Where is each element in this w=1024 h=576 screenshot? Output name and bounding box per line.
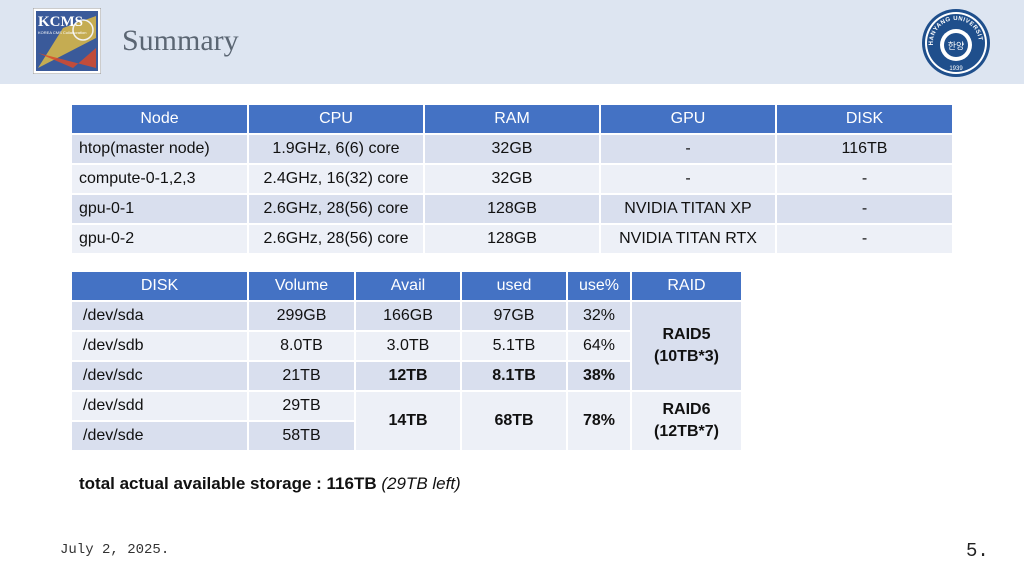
disk-cell: - xyxy=(775,223,954,255)
hanyang-university-seal: HANYANG UNIVERSITY 한양 1939 xyxy=(919,4,991,78)
table-header-row: Node CPU RAM GPU DISK xyxy=(70,103,954,135)
avail-cell: 12TB xyxy=(354,360,462,392)
header-volume: Volume xyxy=(247,270,356,302)
total-storage-label: total actual available storage : 116TB xyxy=(79,474,377,493)
use-percent-cell: 64% xyxy=(566,330,632,362)
use-percent-cell: 38% xyxy=(566,360,632,392)
table-row: /dev/sdc 21TB 12TB 8.1TB 38% xyxy=(70,360,742,392)
total-storage-remaining: (29TB left) xyxy=(381,474,461,493)
header-ram: RAM xyxy=(423,103,601,135)
table-row: compute-0-1,2,3 2.4GHz, 16(32) core 32GB… xyxy=(70,163,954,195)
cpu-cell: 1.9GHz, 6(6) core xyxy=(247,133,425,165)
node-cell: compute-0-1,2,3 xyxy=(70,163,249,195)
ram-cell: 128GB xyxy=(423,223,601,255)
disk-cell: /dev/sde xyxy=(70,420,249,452)
ram-cell: 32GB xyxy=(423,163,601,195)
gpu-cell: NVIDIA TITAN RTX xyxy=(599,223,777,255)
used-cell: 8.1TB xyxy=(460,360,568,392)
table-row: gpu-0-2 2.6GHz, 28(56) core 128GB NVIDIA… xyxy=(70,223,954,255)
ram-cell: 32GB xyxy=(423,133,601,165)
header-use-percent: use% xyxy=(566,270,632,302)
kcms-logo: KCMS KOREA CMS Collaboration xyxy=(32,7,102,75)
disk-cell: /dev/sda xyxy=(70,300,249,332)
header-disk: DISK xyxy=(775,103,954,135)
page-number: 5. xyxy=(966,540,989,562)
node-cell: gpu-0-2 xyxy=(70,223,249,255)
volume-cell: 8.0TB xyxy=(247,330,356,362)
header-avail: Avail xyxy=(354,270,462,302)
use-percent-group-cell: 78% xyxy=(566,390,632,452)
node-cell: gpu-0-1 xyxy=(70,193,249,225)
raid5-cell: RAID5 (10TB*3) xyxy=(630,300,743,392)
raid6-label: RAID6 xyxy=(662,401,711,418)
header-used: used xyxy=(460,270,568,302)
used-cell: 5.1TB xyxy=(460,330,568,362)
raid5-config: (10TB*3) xyxy=(654,348,719,365)
disk-cell: /dev/sdc xyxy=(70,360,249,392)
raid6-cell: RAID6 (12TB*7) xyxy=(630,390,743,452)
header-node: Node xyxy=(70,103,249,135)
node-cell: htop(master node) xyxy=(70,133,249,165)
raid5-label: RAID5 xyxy=(662,326,711,343)
avail-cell: 3.0TB xyxy=(354,330,462,362)
avail-cell: 166GB xyxy=(354,300,462,332)
cpu-cell: 2.6GHz, 28(56) core xyxy=(247,193,425,225)
gpu-cell: - xyxy=(599,133,777,165)
gpu-cell: - xyxy=(599,163,777,195)
table-row: /dev/sdb 8.0TB 3.0TB 5.1TB 64% xyxy=(70,330,742,362)
disk-cell: 116TB xyxy=(775,133,954,165)
svg-text:1939: 1939 xyxy=(949,66,963,72)
disk-cell: /dev/sdb xyxy=(70,330,249,362)
ram-cell: 128GB xyxy=(423,193,601,225)
header-raid: RAID xyxy=(630,270,743,302)
cpu-cell: 2.4GHz, 16(32) core xyxy=(247,163,425,195)
slide-title: Summary xyxy=(122,24,239,57)
gpu-cell: NVIDIA TITAN XP xyxy=(599,193,777,225)
cpu-cell: 2.6GHz, 28(56) core xyxy=(247,223,425,255)
volume-cell: 58TB xyxy=(247,420,356,452)
table-row: /dev/sda 299GB 166GB 97GB 32% RAID5 (10T… xyxy=(70,300,743,392)
used-cell: 97GB xyxy=(460,300,568,332)
total-storage-note: total actual available storage : 116TB (… xyxy=(79,474,461,494)
svg-text:KCMS: KCMS xyxy=(38,14,83,30)
table-header-row: DISK Volume Avail used use% RAID xyxy=(70,270,743,302)
table-row: gpu-0-1 2.6GHz, 28(56) core 128GB NVIDIA… xyxy=(70,193,954,225)
node-table: Node CPU RAM GPU DISK htop(master node) … xyxy=(70,103,954,255)
volume-cell: 29TB xyxy=(247,390,356,422)
header-gpu: GPU xyxy=(599,103,777,135)
table-row: /dev/sde 58TB xyxy=(70,420,742,452)
header-disk: DISK xyxy=(70,270,249,302)
table-row: /dev/sdd 29TB 14TB 68TB 78% RAID6 (12TB*… xyxy=(70,390,743,452)
use-percent-cell: 32% xyxy=(566,300,632,332)
volume-cell: 21TB xyxy=(247,360,356,392)
slide-date: July 2, 2025. xyxy=(60,542,170,558)
slide-header xyxy=(0,0,1024,84)
disk-cell: /dev/sdd xyxy=(70,390,249,422)
used-group-cell: 68TB xyxy=(460,390,568,452)
raid6-config: (12TB*7) xyxy=(654,423,719,440)
table-row: htop(master node) 1.9GHz, 6(6) core 32GB… xyxy=(70,133,954,165)
volume-cell: 299GB xyxy=(247,300,356,332)
svg-text:한양: 한양 xyxy=(948,41,965,52)
disk-cell: - xyxy=(775,193,954,225)
header-cpu: CPU xyxy=(247,103,425,135)
disk-table: DISK Volume Avail used use% RAID /dev/sd… xyxy=(70,270,743,452)
disk-cell: - xyxy=(775,163,954,195)
svg-text:KOREA CMS Collaboration: KOREA CMS Collaboration xyxy=(38,30,86,35)
avail-group-cell: 14TB xyxy=(354,390,462,452)
